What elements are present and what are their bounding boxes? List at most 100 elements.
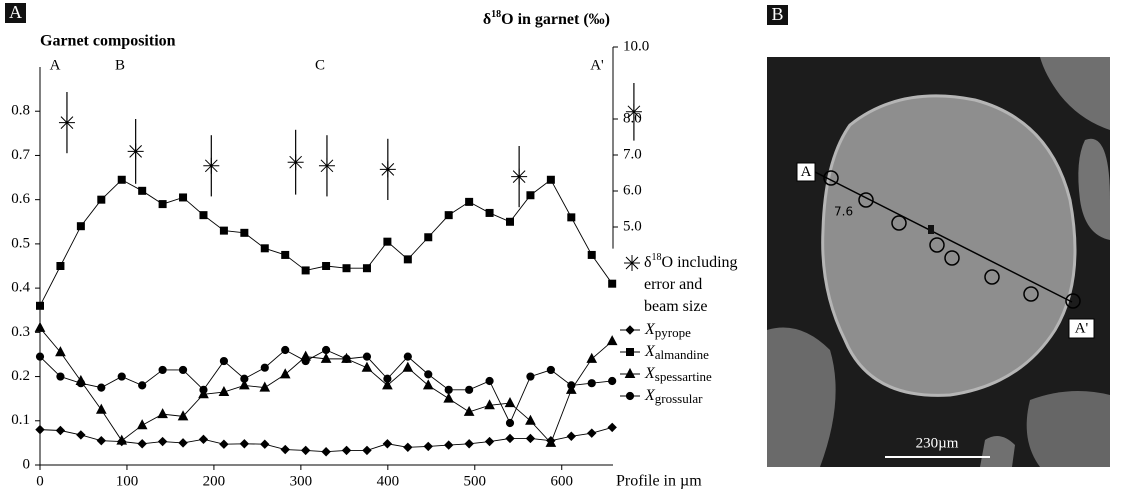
marker xyxy=(282,346,289,353)
marker xyxy=(343,355,350,362)
grain xyxy=(980,436,1015,467)
marker xyxy=(118,373,125,380)
marker xyxy=(200,386,207,393)
marker xyxy=(77,223,84,230)
marker xyxy=(322,346,329,353)
marker xyxy=(288,154,304,170)
marker xyxy=(404,353,411,360)
marker xyxy=(343,446,351,454)
marker xyxy=(444,394,453,403)
profile-position: A xyxy=(50,57,61,73)
marker xyxy=(240,440,248,448)
marker xyxy=(627,349,634,356)
marker xyxy=(486,438,494,446)
profile-position: B xyxy=(115,57,125,73)
spot-value: 7.6 xyxy=(834,205,853,219)
y-tick-label: 0.8 xyxy=(11,103,30,119)
x-tick-label: 200 xyxy=(203,473,226,489)
marker xyxy=(319,158,335,174)
marker xyxy=(506,419,513,426)
y-tick-label: 0.1 xyxy=(11,412,30,428)
marker xyxy=(466,386,473,393)
marker xyxy=(36,426,44,434)
legend-label: Xpyrope xyxy=(644,321,691,340)
marker xyxy=(323,263,330,270)
marker xyxy=(404,256,411,263)
y2-tick-label: 7.0 xyxy=(623,146,642,162)
marker xyxy=(97,437,105,445)
y-tick-label: 0.5 xyxy=(11,235,30,251)
marker xyxy=(241,229,248,236)
marker xyxy=(322,448,330,456)
marker xyxy=(37,302,44,309)
marker xyxy=(117,436,126,445)
grain xyxy=(1027,391,1110,467)
marker xyxy=(139,382,146,389)
legend-label: Xgrossular xyxy=(644,387,703,406)
marker xyxy=(57,373,64,380)
marker xyxy=(403,363,412,372)
marker xyxy=(588,380,595,387)
y2-axis-title: δ18O in garnet (‰) xyxy=(483,9,610,27)
marker xyxy=(128,143,144,159)
x-tick-label: 100 xyxy=(116,473,139,489)
marker xyxy=(363,446,371,454)
profile-start-label: A xyxy=(801,164,812,180)
y2-tick-label: 5.0 xyxy=(623,218,642,234)
marker xyxy=(404,443,412,451)
y2-tick-label: 6.0 xyxy=(623,182,642,198)
marker xyxy=(220,440,228,448)
marker xyxy=(567,432,575,440)
marker xyxy=(363,353,370,360)
marker xyxy=(526,416,535,425)
marker xyxy=(445,386,452,393)
marker xyxy=(526,434,534,442)
y-tick-label: 0.2 xyxy=(11,368,30,384)
marker xyxy=(59,115,75,131)
marker xyxy=(587,354,596,363)
marker xyxy=(486,209,493,216)
y-tick-label: 0.7 xyxy=(11,147,30,163)
figure: A B Garnet composition δ18O in garnet (‰… xyxy=(0,0,1130,492)
marker xyxy=(445,212,452,219)
scale-label: 230µm xyxy=(916,435,959,451)
marker xyxy=(608,423,616,431)
marker xyxy=(424,442,432,450)
x-tick-label: 400 xyxy=(377,473,400,489)
marker xyxy=(159,438,167,446)
marker xyxy=(383,440,391,448)
marker xyxy=(511,169,527,185)
marker xyxy=(261,440,269,448)
marker xyxy=(261,364,268,371)
panel-label: A xyxy=(9,2,22,22)
marker xyxy=(506,434,514,442)
panel-label: B xyxy=(771,4,783,24)
x-tick-label: 500 xyxy=(464,473,487,489)
marker xyxy=(199,435,207,443)
profile-end-label: A' xyxy=(1075,320,1089,336)
marker xyxy=(626,104,642,120)
marker xyxy=(241,375,248,382)
legend-label: Xalmandine xyxy=(644,343,709,362)
marker xyxy=(179,366,186,373)
chart-subtitle: Garnet composition xyxy=(40,33,176,50)
marker xyxy=(138,420,147,429)
grain xyxy=(767,328,836,468)
marker xyxy=(118,176,125,183)
marker xyxy=(343,265,350,272)
marker xyxy=(180,194,187,201)
x-tick-label: 300 xyxy=(290,473,313,489)
marker xyxy=(486,377,493,384)
marker xyxy=(527,192,534,199)
legend-label: Xspessartine xyxy=(644,365,712,384)
marker xyxy=(56,427,64,435)
pit xyxy=(928,225,934,234)
marker xyxy=(568,214,575,221)
marker xyxy=(506,398,515,407)
marker xyxy=(36,353,43,360)
marker xyxy=(281,446,289,454)
marker xyxy=(302,446,310,454)
marker xyxy=(588,251,595,258)
marker xyxy=(363,265,370,272)
y-tick-label: 0.6 xyxy=(11,191,30,207)
